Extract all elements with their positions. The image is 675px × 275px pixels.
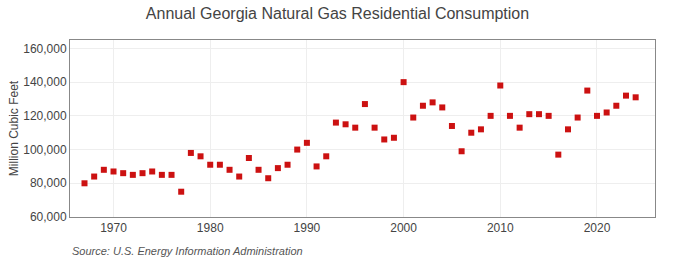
svg-text:2000: 2000 bbox=[390, 221, 417, 235]
svg-text:Source: U.S. Energy Informatio: Source: U.S. Energy Information Administ… bbox=[72, 245, 303, 257]
svg-text:1990: 1990 bbox=[294, 221, 321, 235]
svg-text:2020: 2020 bbox=[584, 221, 611, 235]
svg-text:100,000: 100,000 bbox=[23, 143, 67, 157]
svg-text:Million Cubic Feet: Million Cubic Feet bbox=[7, 80, 21, 176]
svg-text:1970: 1970 bbox=[100, 221, 127, 235]
svg-text:80,000: 80,000 bbox=[30, 176, 67, 190]
svg-text:2010: 2010 bbox=[487, 221, 514, 235]
svg-text:60,000: 60,000 bbox=[30, 210, 67, 224]
svg-text:Annual Georgia Natural Gas Res: Annual Georgia Natural Gas Residential C… bbox=[146, 5, 529, 22]
svg-text:140,000: 140,000 bbox=[23, 75, 67, 89]
svg-text:1980: 1980 bbox=[197, 221, 224, 235]
svg-text:160,000: 160,000 bbox=[23, 42, 67, 56]
svg-text:120,000: 120,000 bbox=[23, 109, 67, 123]
